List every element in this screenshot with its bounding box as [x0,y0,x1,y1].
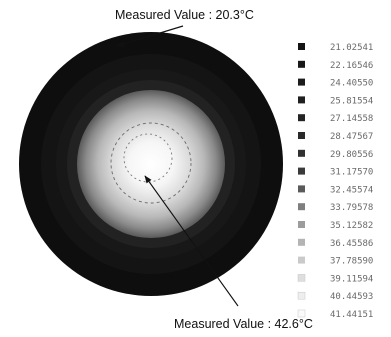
legend-swatch [297,309,306,318]
legend-label: 21.02541 [330,43,373,53]
legend-swatch [298,221,305,228]
legend-label: 36.45586 [330,239,373,249]
legend-label: 41.44151 [330,310,373,320]
legend-swatch [297,291,306,300]
legend-swatch [298,60,305,68]
bottom-measured-label: Measured Value : 42.6°C [174,317,313,331]
legend-swatch [298,203,305,211]
legend-label: 33.79578 [330,203,373,213]
legend-swatch [297,274,306,282]
contour-ring-outer [110,122,192,204]
legend-label: 28.47567 [330,132,373,142]
legend-swatch [298,78,305,86]
legend-label: 39.11594 [330,274,373,284]
legend-label: 35.12582 [330,221,373,231]
legend-label: 24.40550 [330,79,373,89]
hot-core [77,90,225,238]
legend-swatch [298,256,305,264]
legend-swatch [298,238,305,246]
legend-label: 37.78590 [330,257,373,267]
legend-label: 32.45574 [330,185,373,195]
legend-swatch [298,167,305,175]
legend-swatch [298,114,305,122]
bottom-leader-arrow [144,175,239,307]
color-legend: 21.02541 22.16546 24.40550 25.81554 27.14558… [297,43,373,320]
legend-swatch [298,132,305,139]
top-measured-label: Measured Value : 20.3°C [115,8,254,22]
legend-label: 31.17570 [330,168,373,178]
legend-label: 27.14558 [330,114,373,124]
legend-swatch [298,96,305,104]
legend-label: 25.81554 [330,96,373,106]
top-leader-arrow [116,25,184,48]
legend-label: 22.16546 [330,61,373,71]
legend-swatch [298,185,305,193]
legend-swatch [298,149,305,157]
contour-ring-inner [123,133,173,183]
legend-label: 29.80556 [330,150,373,160]
legend-swatch [298,43,305,50]
legend-label: 40.44593 [330,292,373,302]
